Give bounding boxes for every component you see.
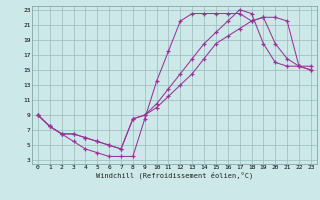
X-axis label: Windchill (Refroidissement éolien,°C): Windchill (Refroidissement éolien,°C) [96, 172, 253, 179]
